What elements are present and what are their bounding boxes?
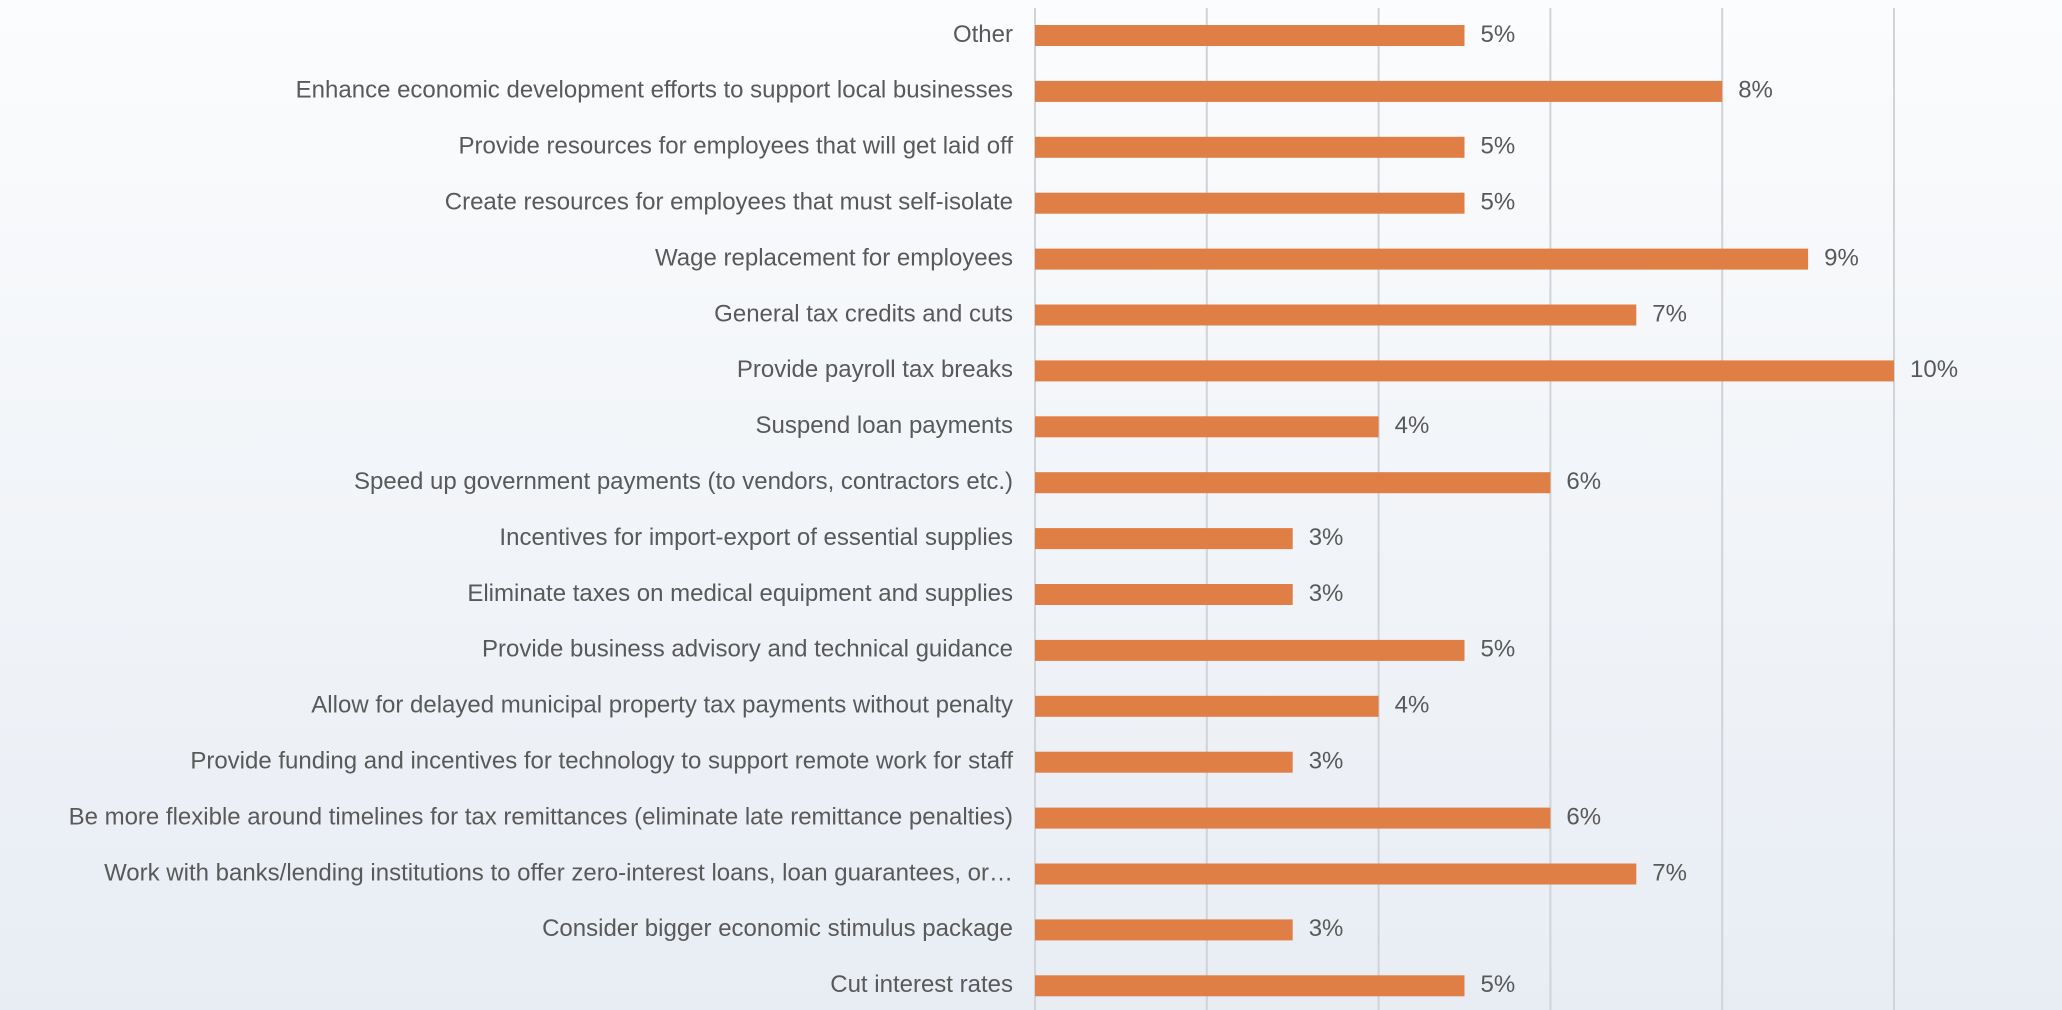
data-label: 3% [1309,748,1344,775]
y-tick-label: Suspend loan payments [755,412,1013,439]
data-label: 10% [1910,356,1958,383]
y-tick-label: General tax credits and cuts [714,300,1013,327]
y-tick-label: Create resources for employees that must… [445,189,1013,216]
data-label: 5% [1481,189,1516,216]
bar [1035,863,1637,885]
bar [1035,528,1293,550]
y-tick-label: Other [953,21,1013,48]
data-label: 7% [1652,300,1687,327]
data-label: 5% [1481,21,1516,48]
bar [1035,192,1465,214]
y-tick-label: Enhance economic development efforts to … [296,77,1013,104]
bar [1035,360,1894,382]
data-label: 3% [1309,580,1344,607]
bar [1035,695,1379,717]
y-tick-label: Incentives for import-export of essentia… [499,524,1013,551]
y-tick-label: Wage replacement for employees [655,244,1013,271]
data-label: 6% [1566,468,1601,495]
y-tick-label: Consider bigger economic stimulus packag… [542,915,1013,942]
y-tick-label: Speed up government payments (to vendors… [354,468,1013,495]
y-tick-label: Work with banks/lending institutions to … [104,859,1013,886]
data-label: 9% [1824,244,1859,271]
y-tick-label: Provide resources for employees that wil… [459,133,1014,160]
bar [1035,919,1293,941]
bar [1035,584,1293,605]
y-tick-label: Cut interest rates [830,971,1013,998]
bar [1035,304,1637,326]
bar [1035,807,1551,829]
data-label: 3% [1309,524,1344,551]
bar [1035,416,1379,438]
y-tick-label: Provide business advisory and technical … [482,636,1013,663]
data-label: 5% [1481,636,1516,663]
y-tick-label: Be more flexible around timelines for ta… [69,803,1013,830]
bar [1035,80,1723,102]
bar [1035,751,1293,773]
data-label: 3% [1309,915,1344,942]
y-tick-label: Provide payroll tax breaks [737,356,1013,383]
bar [1035,639,1465,661]
data-label: 7% [1652,859,1687,886]
bar [1035,136,1465,158]
data-label: 6% [1566,803,1601,830]
data-label: 4% [1395,412,1430,439]
bar [1035,975,1465,997]
y-tick-label: Provide funding and incentives for techn… [190,748,1013,775]
bar [1035,472,1551,494]
y-tick-label: Allow for delayed municipal property tax… [311,692,1013,719]
bar [1035,25,1465,46]
data-label: 5% [1481,971,1516,998]
data-label: 4% [1395,692,1430,719]
bar [1035,248,1809,270]
y-tick-label: Eliminate taxes on medical equipment and… [467,580,1013,607]
data-label: 8% [1738,77,1773,104]
data-label: 5% [1481,133,1516,160]
